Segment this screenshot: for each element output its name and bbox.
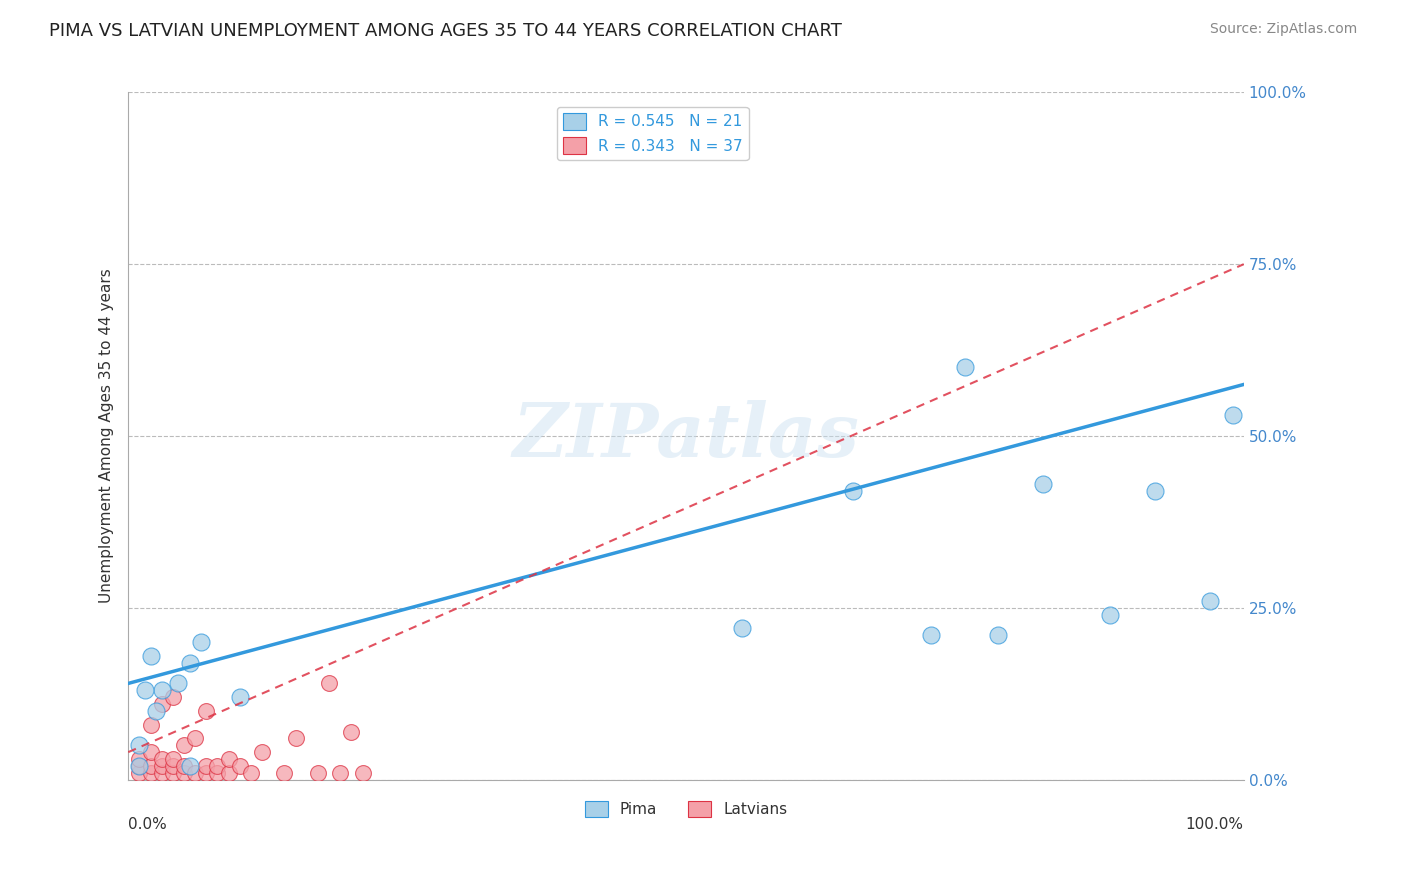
Point xyxy=(920,628,942,642)
Point xyxy=(229,759,252,773)
Point xyxy=(1098,607,1121,622)
Point xyxy=(173,759,195,773)
Point xyxy=(150,765,173,780)
Point xyxy=(167,676,190,690)
Point xyxy=(1222,409,1244,423)
Point xyxy=(352,765,374,780)
Point xyxy=(179,759,201,773)
Point xyxy=(1199,594,1222,608)
Point xyxy=(184,731,207,746)
Text: Source: ZipAtlas.com: Source: ZipAtlas.com xyxy=(1209,22,1357,37)
Point xyxy=(139,717,162,731)
Point xyxy=(128,759,150,773)
Point xyxy=(139,765,162,780)
Point xyxy=(195,765,218,780)
Point xyxy=(128,765,150,780)
Point xyxy=(250,745,273,759)
Point xyxy=(731,622,754,636)
Point xyxy=(318,676,340,690)
Point xyxy=(239,765,262,780)
Point xyxy=(207,765,229,780)
Point xyxy=(139,759,162,773)
Text: ZIPatlas: ZIPatlas xyxy=(513,400,859,472)
Point xyxy=(329,765,352,780)
Point xyxy=(162,690,184,705)
Point xyxy=(150,697,173,711)
Text: 100.0%: 100.0% xyxy=(1185,817,1244,832)
Point xyxy=(273,765,295,780)
Point xyxy=(150,759,173,773)
Point xyxy=(195,704,218,718)
Point xyxy=(128,752,150,766)
Point xyxy=(207,759,229,773)
Point xyxy=(190,635,212,649)
Point xyxy=(987,628,1010,642)
Point xyxy=(284,731,307,746)
Point xyxy=(218,752,240,766)
Point xyxy=(307,765,329,780)
Point xyxy=(953,360,976,375)
Y-axis label: Unemployment Among Ages 35 to 44 years: Unemployment Among Ages 35 to 44 years xyxy=(100,268,114,603)
Point xyxy=(139,648,162,663)
Point xyxy=(173,765,195,780)
Point xyxy=(1143,483,1166,498)
Point xyxy=(842,483,865,498)
Point xyxy=(162,765,184,780)
Point xyxy=(1032,477,1054,491)
Point xyxy=(162,759,184,773)
Point xyxy=(150,752,173,766)
Point xyxy=(145,704,167,718)
Text: 0.0%: 0.0% xyxy=(128,817,167,832)
Point xyxy=(134,683,156,698)
Point xyxy=(195,759,218,773)
Point xyxy=(184,765,207,780)
Point xyxy=(218,765,240,780)
Point xyxy=(173,738,195,752)
Point xyxy=(179,656,201,670)
Point xyxy=(128,759,150,773)
Point xyxy=(139,745,162,759)
Point xyxy=(150,683,173,698)
Point xyxy=(162,752,184,766)
Point xyxy=(340,724,363,739)
Legend: Pima, Latvians: Pima, Latvians xyxy=(579,795,793,823)
Point xyxy=(128,738,150,752)
Text: PIMA VS LATVIAN UNEMPLOYMENT AMONG AGES 35 TO 44 YEARS CORRELATION CHART: PIMA VS LATVIAN UNEMPLOYMENT AMONG AGES … xyxy=(49,22,842,40)
Point xyxy=(229,690,252,705)
